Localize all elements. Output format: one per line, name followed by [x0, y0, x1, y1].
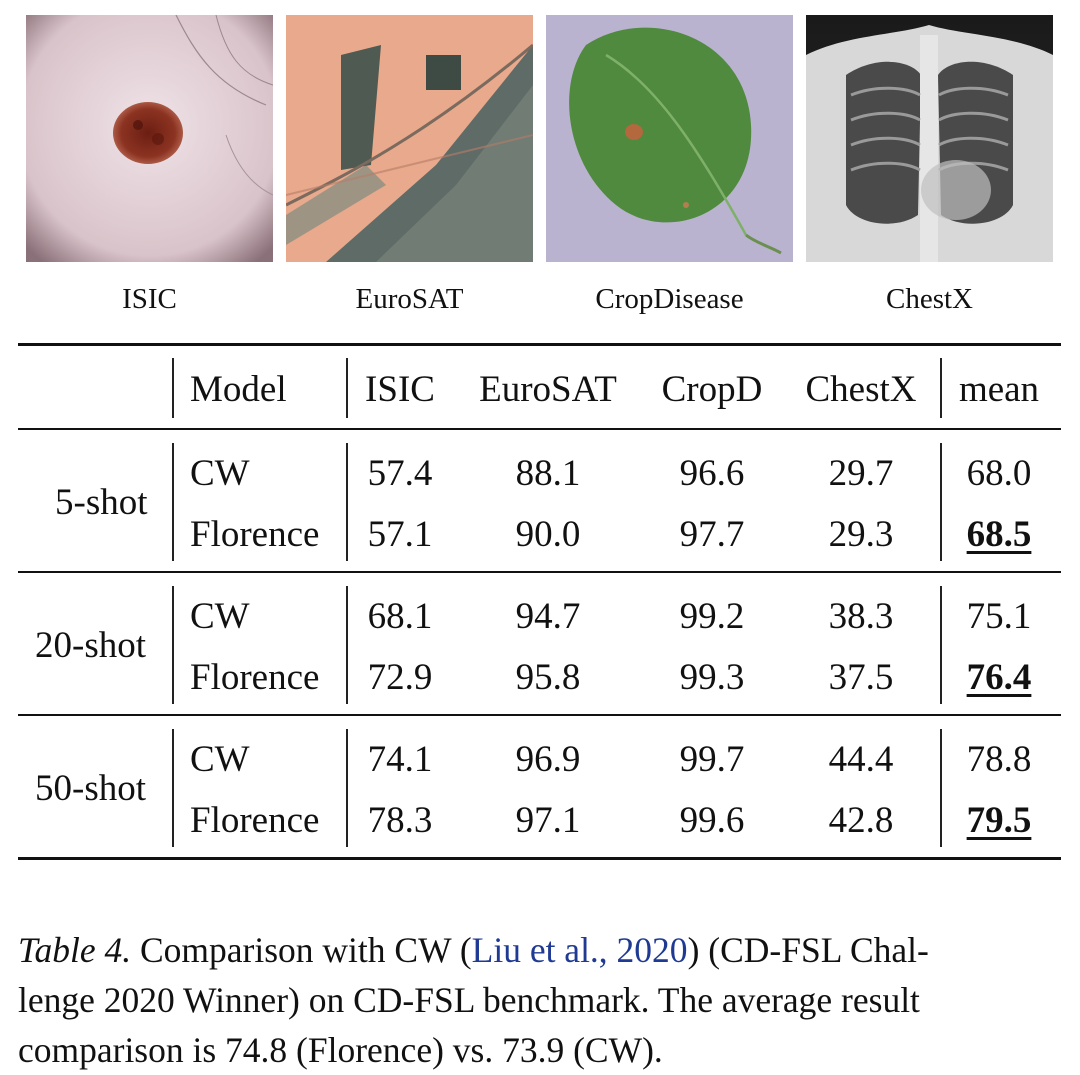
column-divider — [172, 358, 174, 418]
column-divider — [172, 586, 174, 704]
table-cell: 29.7 — [828, 453, 894, 494]
caption-text: ) (CD-FSL Chal- — [687, 930, 929, 970]
model-name: Florence — [190, 514, 320, 555]
table-cell: 78.3 — [367, 800, 433, 841]
table-caption: Table 4. Comparison with CW (Liu et al.,… — [18, 925, 1068, 1075]
table-cell: 44.4 — [828, 739, 894, 780]
model-name: CW — [190, 596, 250, 637]
table-cell: 99.6 — [679, 800, 745, 841]
column-divider — [172, 729, 174, 847]
table-cell: 88.1 — [515, 453, 581, 494]
model-name: Florence — [190, 800, 320, 841]
column-divider — [346, 586, 348, 704]
table-cell: 95.8 — [515, 657, 581, 698]
citation-link[interactable]: Liu et al., 2020 — [471, 930, 688, 970]
column-divider — [940, 586, 942, 704]
group-rule — [18, 571, 1061, 573]
model-name: CW — [190, 739, 250, 780]
column-divider — [346, 443, 348, 561]
group-label: 20-shot — [35, 625, 146, 666]
table-cell: 57.1 — [367, 514, 433, 555]
table-cell: 99.2 — [679, 596, 745, 637]
table-cell: 57.4 — [367, 453, 433, 494]
table-cell: 72.9 — [367, 657, 433, 698]
table-cell: 37.5 — [828, 657, 894, 698]
skin-lesion-image — [26, 15, 273, 262]
table-cell: 99.7 — [679, 739, 745, 780]
table-cell: 97.1 — [515, 800, 581, 841]
column-divider — [346, 729, 348, 847]
model-name: CW — [190, 453, 250, 494]
header-cropd: CropD — [661, 369, 763, 410]
column-divider — [940, 358, 942, 418]
table-bottom-rule — [18, 857, 1061, 860]
table-cell: 29.3 — [828, 514, 894, 555]
header-chestx: ChestX — [805, 369, 917, 410]
caption-line-1: Table 4. Comparison with CW (Liu et al.,… — [18, 925, 1068, 975]
group-rule — [18, 714, 1061, 716]
header-rule — [18, 428, 1061, 430]
table-cell: 38.3 — [828, 596, 894, 637]
caption-text: Comparison with CW ( — [131, 930, 472, 970]
table-cell: 90.0 — [515, 514, 581, 555]
table-cell-mean-best: 68.5 — [966, 514, 1032, 555]
column-divider — [940, 729, 942, 847]
group-label: 5-shot — [55, 482, 148, 523]
table-cell-mean: 78.8 — [966, 739, 1032, 780]
image-label-cropdisease: CropDisease — [595, 283, 744, 315]
caption-line-3: comparison is 74.8 (Florence) vs. 73.9 (… — [18, 1030, 663, 1070]
column-divider — [940, 443, 942, 561]
column-divider — [172, 443, 174, 561]
column-divider — [346, 358, 348, 418]
image-label-chestx: ChestX — [886, 283, 973, 315]
table-top-rule — [18, 343, 1061, 346]
image-label-eurosat: EuroSAT — [355, 283, 464, 315]
header-isic: ISIC — [365, 369, 435, 410]
satellite-image — [286, 15, 533, 262]
table-cell-mean: 68.0 — [966, 453, 1032, 494]
leaf-image — [546, 15, 793, 262]
table-cell-mean-best: 79.5 — [966, 800, 1032, 841]
table-cell: 99.3 — [679, 657, 745, 698]
header-model: Model — [190, 369, 287, 410]
chest-xray-image — [806, 15, 1053, 262]
table-cell: 74.1 — [367, 739, 433, 780]
group-label: 50-shot — [35, 768, 146, 809]
model-name: Florence — [190, 657, 320, 698]
table-cell: 68.1 — [367, 596, 433, 637]
table-cell: 96.9 — [515, 739, 581, 780]
header-eurosat: EuroSAT — [479, 369, 617, 410]
caption-line-2: lenge 2020 Winner) on CD-FSL benchmark. … — [18, 980, 920, 1020]
table-cell: 97.7 — [679, 514, 745, 555]
caption-tag: Table 4. — [18, 930, 132, 970]
image-label-isic: ISIC — [122, 283, 177, 315]
table-cell: 42.8 — [828, 800, 894, 841]
table-cell-mean-best: 76.4 — [966, 657, 1032, 698]
table-cell-mean: 75.1 — [966, 596, 1032, 637]
table-cell: 96.6 — [679, 453, 745, 494]
table-cell: 94.7 — [515, 596, 581, 637]
header-mean: mean — [958, 369, 1040, 410]
